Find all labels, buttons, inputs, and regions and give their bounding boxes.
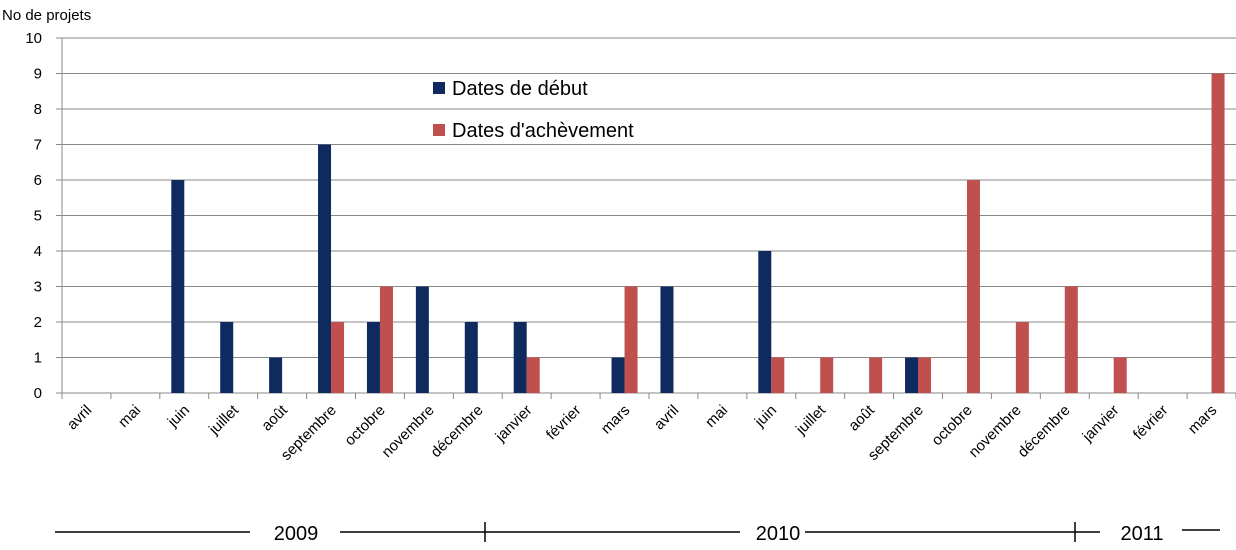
- bar: [820, 357, 834, 393]
- x-tick-label: juin: [751, 402, 780, 431]
- year-axis: [55, 522, 1220, 542]
- legend-label: Dates de début: [452, 78, 588, 100]
- bar: [1211, 73, 1225, 393]
- bar: [905, 357, 919, 393]
- x-tick-label: février: [1130, 402, 1171, 443]
- bar: [611, 357, 625, 393]
- legend-swatch: [433, 124, 445, 136]
- x-tick-label: juin: [164, 402, 193, 431]
- bar: [331, 322, 345, 393]
- x-tick-label: mars: [598, 402, 634, 438]
- x-tick-label: octobre: [928, 402, 975, 449]
- x-tick-label: mai: [702, 402, 731, 431]
- x-tick-label: août: [258, 401, 291, 434]
- x-tick-label: janvier: [492, 402, 536, 446]
- bar: [918, 357, 932, 393]
- bar: [1113, 357, 1127, 393]
- x-tick-label: juillet: [792, 401, 829, 438]
- x-tick-label: août: [845, 401, 878, 434]
- y-tick-label: 5: [34, 208, 42, 225]
- x-tick-label: avril: [651, 402, 682, 433]
- y-tick-label: 0: [34, 385, 42, 402]
- y-tick-label: 3: [34, 279, 42, 296]
- x-tick-label: juillet: [205, 401, 242, 438]
- bar: [869, 357, 883, 393]
- bar: [379, 286, 393, 393]
- x-tick-label: mars: [1185, 402, 1221, 438]
- y-tick-label: 7: [34, 137, 42, 154]
- y-tick-label: 10: [25, 30, 42, 47]
- y-tick-label: 1: [34, 350, 42, 367]
- x-tick-label: avril: [64, 402, 95, 433]
- bar: [464, 322, 478, 393]
- year-label: 2009: [274, 523, 319, 545]
- bar: [771, 357, 785, 393]
- bar: [220, 322, 234, 393]
- bar: [513, 322, 527, 393]
- x-tick-label: mai: [115, 402, 144, 431]
- bar: [660, 286, 674, 393]
- bar: [1064, 286, 1078, 393]
- bar: [415, 286, 429, 393]
- y-tick-label: 2: [34, 314, 42, 331]
- y-tick-label: 6: [34, 172, 42, 189]
- x-tick-label: novembre: [379, 402, 438, 461]
- year-label: 2010: [756, 523, 801, 545]
- bar: [624, 286, 638, 393]
- x-tick-label: décembre: [427, 402, 486, 461]
- bar: [366, 322, 380, 393]
- bar: [1015, 322, 1029, 393]
- legend-label: Dates d'achèvement: [452, 120, 634, 142]
- x-tick-label: novembre: [966, 402, 1025, 461]
- bar: [966, 180, 980, 393]
- x-tick-label: janvier: [1079, 402, 1123, 446]
- bar: [318, 144, 332, 393]
- bar: [171, 180, 185, 393]
- x-tick-label: février: [543, 402, 584, 443]
- legend-swatch: [433, 82, 445, 94]
- x-tick-label: octobre: [341, 402, 388, 449]
- bar: [758, 251, 772, 393]
- y-axis-label: No de projets: [2, 7, 91, 24]
- bar: [526, 357, 540, 393]
- x-tick-label: décembre: [1014, 402, 1073, 461]
- y-tick-label: 8: [34, 101, 42, 118]
- y-tick-label: 9: [34, 66, 42, 83]
- bar: [269, 357, 283, 393]
- year-label: 2011: [1120, 523, 1163, 545]
- y-tick-label: 4: [34, 243, 42, 260]
